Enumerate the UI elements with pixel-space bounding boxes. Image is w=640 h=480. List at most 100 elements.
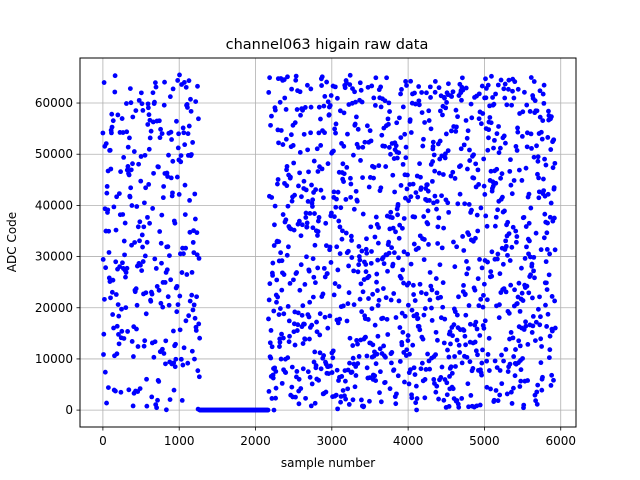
data-point <box>551 137 557 143</box>
data-point <box>143 185 149 191</box>
data-point <box>165 294 171 300</box>
data-point <box>533 338 538 343</box>
data-point <box>456 404 462 410</box>
data-point <box>272 203 278 209</box>
data-point <box>463 118 469 123</box>
data-point <box>172 364 178 370</box>
data-point <box>325 325 331 331</box>
data-point <box>525 378 531 383</box>
data-point <box>361 403 367 409</box>
data-point <box>333 130 338 136</box>
data-point <box>191 302 197 308</box>
data-point <box>365 317 371 322</box>
data-point <box>551 377 556 383</box>
data-point <box>122 252 127 258</box>
data-point <box>123 270 129 275</box>
data-point <box>130 403 136 409</box>
data-point <box>377 390 382 396</box>
data-point <box>473 348 479 354</box>
data-point <box>531 254 537 260</box>
data-point <box>315 229 321 234</box>
data-point <box>167 397 173 402</box>
data-point <box>479 360 485 366</box>
data-point <box>343 230 349 236</box>
data-point <box>310 294 316 300</box>
data-point <box>161 184 167 189</box>
data-point <box>285 303 291 309</box>
data-point <box>398 91 403 97</box>
data-point <box>176 131 181 137</box>
data-point <box>165 174 171 179</box>
data-point <box>340 303 346 309</box>
data-point <box>448 128 454 134</box>
data-point <box>368 138 374 144</box>
data-point <box>168 129 174 135</box>
data-point <box>190 240 196 245</box>
data-point <box>341 110 347 116</box>
data-point <box>316 130 322 136</box>
data-point <box>514 239 519 245</box>
data-point <box>386 121 391 127</box>
data-point <box>545 135 551 140</box>
data-point <box>309 182 314 188</box>
data-point <box>278 128 284 133</box>
data-point <box>435 241 441 246</box>
data-point <box>534 389 540 395</box>
data-point <box>407 351 412 357</box>
data-point <box>406 381 412 387</box>
data-point <box>500 261 506 267</box>
data-point <box>349 238 354 243</box>
data-point <box>481 156 487 162</box>
data-point <box>151 170 156 176</box>
data-point <box>107 147 113 153</box>
data-point <box>413 101 418 107</box>
data-point <box>393 315 399 320</box>
data-point <box>470 366 476 371</box>
data-point <box>422 377 428 382</box>
data-point <box>481 183 487 189</box>
data-point <box>149 394 155 400</box>
data-point <box>383 354 388 360</box>
data-point <box>467 321 473 327</box>
data-point <box>455 114 460 120</box>
data-point <box>495 398 501 404</box>
data-point <box>332 84 338 90</box>
data-point <box>299 222 305 228</box>
y-tick-label: 40000 <box>35 198 73 212</box>
data-point <box>464 354 470 360</box>
data-point <box>533 230 539 236</box>
data-point <box>501 358 506 364</box>
data-point <box>425 351 430 357</box>
data-point <box>297 150 303 155</box>
data-point <box>474 326 480 332</box>
data-point <box>407 117 413 123</box>
data-point <box>450 169 456 175</box>
data-point <box>476 182 482 187</box>
data-point <box>437 138 443 144</box>
data-point <box>478 121 484 127</box>
data-point <box>330 348 336 354</box>
data-point <box>298 262 304 268</box>
data-point <box>159 212 165 218</box>
data-point <box>287 281 293 286</box>
data-point <box>417 161 422 167</box>
data-point <box>269 113 274 119</box>
data-point <box>371 175 376 181</box>
data-point <box>125 144 131 150</box>
data-point <box>137 238 142 244</box>
data-point <box>376 225 381 230</box>
data-point <box>113 227 119 233</box>
data-point <box>535 154 541 160</box>
data-point <box>383 295 389 301</box>
data-point <box>370 342 376 348</box>
data-point <box>393 401 399 407</box>
data-point <box>295 322 301 328</box>
x-tick-label: 3000 <box>317 434 348 448</box>
data-point <box>493 180 499 186</box>
data-point <box>334 196 339 202</box>
data-point <box>113 388 118 394</box>
data-point <box>316 377 322 383</box>
data-point <box>118 389 124 395</box>
data-point <box>434 290 440 296</box>
data-point <box>449 370 455 376</box>
